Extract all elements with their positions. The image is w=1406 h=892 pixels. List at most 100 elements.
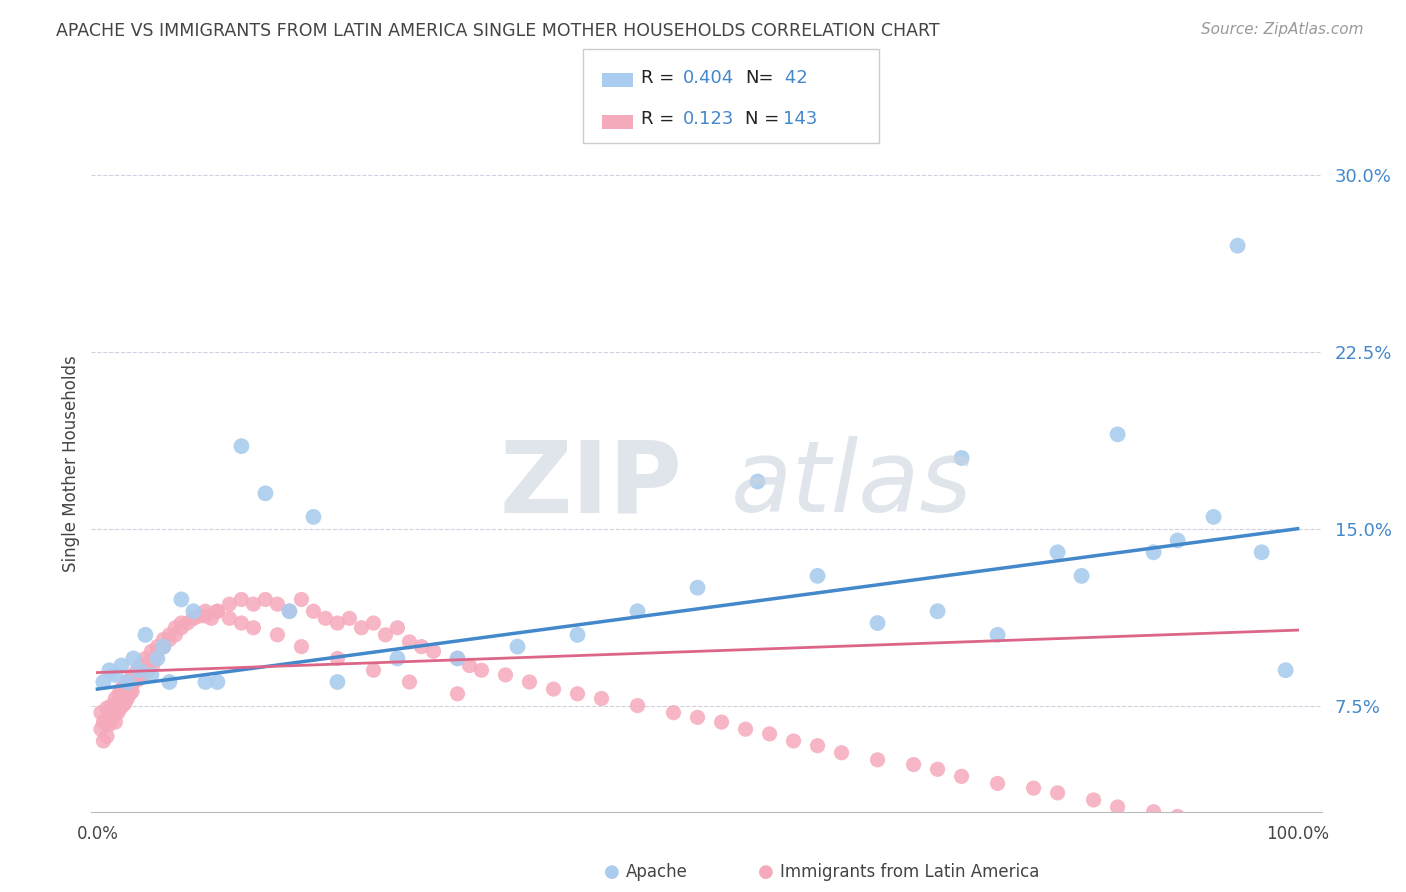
Point	[1263, 833, 1285, 847]
Point	[686, 581, 709, 595]
Point	[1107, 427, 1129, 442]
Point	[142, 658, 165, 673]
Text: Immigrants from Latin America: Immigrants from Latin America	[780, 863, 1039, 881]
Point	[98, 663, 121, 677]
Point	[100, 706, 122, 720]
Point	[112, 691, 135, 706]
Point	[114, 696, 136, 710]
Point	[1046, 545, 1069, 559]
Text: R =: R =	[641, 110, 681, 128]
Point	[387, 621, 409, 635]
Point	[1281, 847, 1303, 862]
Point	[1215, 819, 1237, 833]
Point	[543, 682, 565, 697]
Point	[207, 604, 229, 618]
Point	[290, 592, 312, 607]
Point	[176, 615, 198, 630]
Text: N=: N=	[745, 69, 773, 87]
Point	[134, 628, 156, 642]
Point	[242, 597, 264, 611]
Point	[134, 651, 156, 665]
Point	[90, 722, 112, 736]
Point	[120, 680, 142, 694]
Point	[93, 675, 115, 690]
Point	[231, 592, 253, 607]
Point	[758, 727, 780, 741]
Point	[94, 715, 117, 730]
Point	[1191, 814, 1213, 829]
Point	[254, 486, 277, 500]
Text: 42: 42	[779, 69, 807, 87]
Point	[104, 691, 127, 706]
Point	[152, 632, 174, 647]
Point	[1226, 238, 1249, 252]
Point	[458, 658, 481, 673]
Point	[125, 663, 148, 677]
Point	[98, 710, 121, 724]
Point	[278, 604, 301, 618]
Point	[326, 615, 349, 630]
Point	[339, 611, 361, 625]
Point	[266, 597, 288, 611]
Text: Apache: Apache	[626, 863, 688, 881]
Point	[117, 682, 139, 697]
Point	[125, 668, 148, 682]
Point	[326, 675, 349, 690]
Point	[662, 706, 685, 720]
Point	[363, 615, 385, 630]
Point	[1167, 809, 1189, 823]
Point	[194, 609, 217, 624]
Point	[831, 746, 853, 760]
Point	[108, 701, 131, 715]
Point	[101, 713, 124, 727]
Point	[398, 675, 420, 690]
Point	[903, 757, 925, 772]
Point	[470, 663, 492, 677]
Point	[747, 475, 769, 489]
Point	[157, 632, 180, 647]
Point	[1107, 800, 1129, 814]
Point	[1202, 509, 1225, 524]
Text: 0.404: 0.404	[683, 69, 734, 87]
Point	[110, 694, 132, 708]
Point	[188, 609, 211, 624]
Point	[128, 663, 150, 677]
Point	[141, 644, 163, 658]
Point	[591, 691, 613, 706]
Point	[446, 687, 468, 701]
Point	[183, 604, 205, 618]
Text: 143: 143	[783, 110, 817, 128]
Point	[112, 680, 135, 694]
Point	[242, 621, 264, 635]
Point	[1250, 545, 1272, 559]
Point	[122, 651, 145, 665]
Point	[157, 675, 180, 690]
Text: ●: ●	[758, 863, 775, 881]
Point	[734, 722, 756, 736]
Point	[194, 604, 217, 618]
Point	[231, 615, 253, 630]
Point	[118, 687, 141, 701]
Point	[1142, 545, 1164, 559]
Text: ●: ●	[603, 863, 620, 881]
Point	[104, 668, 127, 682]
Point	[987, 776, 1010, 790]
Point	[950, 450, 973, 465]
Point	[170, 592, 193, 607]
Text: APACHE VS IMMIGRANTS FROM LATIN AMERICA SINGLE MOTHER HOUSEHOLDS CORRELATION CHA: APACHE VS IMMIGRANTS FROM LATIN AMERICA …	[56, 22, 939, 40]
Point	[866, 753, 889, 767]
Point	[111, 698, 134, 713]
Point	[194, 675, 217, 690]
Point	[686, 710, 709, 724]
Point	[302, 604, 325, 618]
Point	[122, 675, 145, 690]
Point	[1250, 828, 1272, 842]
Point	[97, 710, 120, 724]
Point	[152, 640, 174, 654]
Point	[146, 644, 169, 658]
Point	[207, 675, 229, 690]
Point	[101, 698, 124, 713]
Point	[1274, 842, 1296, 856]
Point	[806, 569, 828, 583]
Point	[411, 640, 433, 654]
